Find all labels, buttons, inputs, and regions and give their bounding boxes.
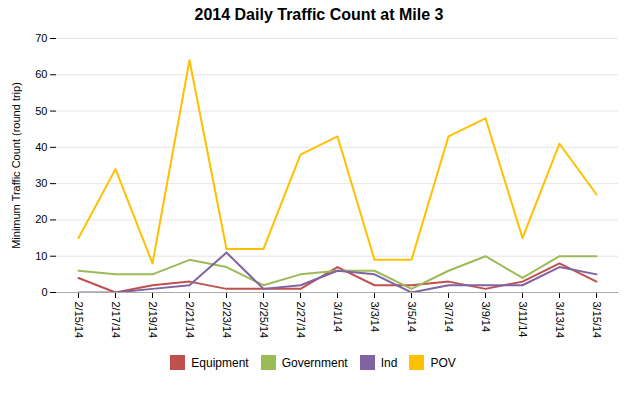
svg-text:60: 60 bbox=[35, 68, 47, 80]
svg-text:Minimum Traffic Count (round t: Minimum Traffic Count (round trip) bbox=[10, 82, 22, 249]
svg-text:20: 20 bbox=[35, 213, 47, 225]
svg-text:0: 0 bbox=[41, 286, 47, 298]
svg-text:2/19/14: 2/19/14 bbox=[147, 302, 159, 339]
svg-text:2/21/14: 2/21/14 bbox=[184, 302, 196, 339]
svg-text:3/7/14: 3/7/14 bbox=[443, 302, 455, 333]
svg-text:2/25/14: 2/25/14 bbox=[258, 302, 270, 339]
html-text:Equipment: Equipment bbox=[191, 355, 249, 370]
svg-text:3/5/14: 3/5/14 bbox=[406, 302, 418, 333]
svg-text:2/17/14: 2/17/14 bbox=[110, 302, 122, 339]
svg-text:3/9/14: 3/9/14 bbox=[480, 302, 492, 333]
svg-text:10: 10 bbox=[35, 250, 47, 262]
svg-text:2/23/14: 2/23/14 bbox=[221, 302, 233, 339]
svg-text:3/15/14: 3/15/14 bbox=[591, 302, 603, 339]
svg-text:30: 30 bbox=[35, 177, 47, 189]
svg-text:3/1/14: 3/1/14 bbox=[332, 302, 344, 333]
html-text:2014 Daily Traffic Count at Mi: 2014 Daily Traffic Count at Mile 3 bbox=[194, 6, 444, 23]
svg-text:3/13/14: 3/13/14 bbox=[554, 302, 566, 339]
svg-text:3/11/14: 3/11/14 bbox=[517, 302, 529, 338]
svg-text:2/15/14: 2/15/14 bbox=[73, 302, 85, 339]
svg-text:70: 70 bbox=[35, 32, 47, 44]
svg-text:50: 50 bbox=[35, 105, 47, 117]
html-text:POV: POV bbox=[430, 355, 456, 370]
svg-text:40: 40 bbox=[35, 141, 47, 153]
svg-text:2/27/14: 2/27/14 bbox=[295, 302, 307, 339]
svg-text:3/3/14: 3/3/14 bbox=[369, 302, 381, 333]
html-text:Government: Government bbox=[281, 355, 348, 370]
html-text:Ind: Ind bbox=[380, 355, 398, 370]
